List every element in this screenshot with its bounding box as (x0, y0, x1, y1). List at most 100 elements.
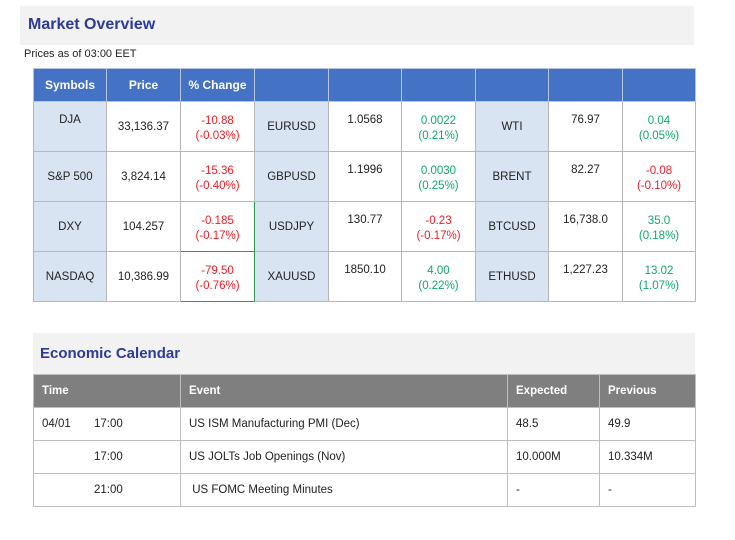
event-cell: US FOMC Meeting Minutes (180, 473, 508, 507)
col-change: % Change (180, 68, 255, 102)
change-value: -15.36 (201, 165, 234, 177)
price-cell: 82.27 (548, 151, 623, 202)
market-overview-title: Market Overview (28, 16, 156, 33)
col-price: Price (106, 68, 181, 102)
symbol-cell: EURUSD (254, 101, 329, 152)
previous-cell: 10.334M (599, 440, 696, 474)
col-empty (475, 68, 549, 102)
change-percent: (1.07%) (638, 280, 680, 292)
market-row: NASDAQ 10,386.99 -79.50 (-0.76%) XAUUSD … (33, 251, 696, 302)
change-value: 0.0030 (420, 165, 457, 177)
change-cell: 13.02 (1.07%) (622, 251, 696, 302)
price-cell: 76.97 (548, 101, 623, 152)
change-value: -0.185 (201, 215, 234, 227)
change-percent: (-0.03%) (195, 130, 240, 142)
calendar-row: 17:00 US JOLTs Job Openings (Nov) 10.000… (33, 440, 696, 474)
change-cell: -10.88 (-0.03%) (180, 101, 255, 152)
change-value: 4.00 (427, 265, 450, 277)
change-cell: -0.23 (-0.17%) (401, 201, 476, 252)
calendar-table-header: Time Event Expected Previous (33, 374, 696, 408)
symbol-cell: DJA (33, 101, 107, 152)
change-cell: 0.0030 (0.25%) (401, 151, 476, 202)
price-cell: 1850.10 (328, 251, 402, 302)
col-time: Time (33, 374, 181, 408)
col-empty (548, 68, 623, 102)
calendar-table: Time Event Expected Previous 04/01 17:00 … (33, 374, 696, 507)
expected-cell: - (507, 473, 600, 507)
change-value: 35.0 (647, 215, 671, 227)
price-cell: 130.77 (328, 201, 402, 252)
col-empty (622, 68, 696, 102)
market-overview-header: Market Overview (20, 6, 694, 45)
price-cell: 104.257 (106, 201, 181, 252)
change-percent: (0.22%) (418, 280, 459, 292)
symbol-cell: NASDAQ (33, 251, 107, 302)
symbol-cell: ETHUSD (475, 251, 549, 302)
symbol-cell: S&P 500 (33, 151, 107, 202)
change-cell: -15.36 (-0.40%) (180, 151, 255, 202)
change-value: -0.08 (645, 165, 673, 177)
col-symbols: Symbols (33, 68, 107, 102)
symbol-cell: XAUUSD (254, 251, 329, 302)
event-cell: US ISM Manufacturing PMI (Dec) (180, 407, 508, 441)
prices-as-of: Prices as of 03:00 EET (24, 48, 137, 60)
symbol-cell: GBPUSD (254, 151, 329, 202)
change-cell: 0.0022 (0.21%) (401, 101, 476, 152)
change-cell: 35.0 (0.18%) (622, 201, 696, 252)
change-cell: 0.04 (0.05%) (622, 101, 696, 152)
change-cell: -0.185 (-0.17%) (180, 201, 255, 252)
event-date: 04/01 (42, 418, 71, 430)
event-time: 21:00 (94, 484, 123, 496)
change-percent: (0.25%) (418, 180, 459, 192)
change-percent: (-0.10%) (636, 180, 682, 192)
change-cell: -0.08 (-0.10%) (622, 151, 696, 202)
previous-cell: 49.9 (599, 407, 696, 441)
price-cell: 1.0568 (328, 101, 402, 152)
price-cell: 10,386.99 (106, 251, 181, 302)
col-empty (328, 68, 402, 102)
change-value: -10.88 (201, 115, 234, 127)
symbol-cell: BTCUSD (475, 201, 549, 252)
change-value: 13.02 (644, 265, 674, 277)
economic-calendar-header: Economic Calendar (33, 333, 695, 374)
change-percent: (-0.76%) (195, 280, 240, 292)
calendar-row: 04/01 17:00 US ISM Manufacturing PMI (Dec… (33, 407, 696, 441)
price-cell: 1.1996 (328, 151, 402, 202)
col-event: Event (180, 374, 508, 408)
change-percent: (0.21%) (418, 130, 459, 142)
col-empty (401, 68, 476, 102)
event-time: 17:00 (94, 451, 123, 463)
calendar-row: 21:00 US FOMC Meeting Minutes - - (33, 473, 696, 507)
market-table: Symbols Price % Change DJA 33,136.37 -10… (33, 68, 696, 302)
change-value: -79.50 (201, 265, 234, 277)
change-percent: (0.05%) (638, 130, 680, 142)
price-cell: 3,824.14 (106, 151, 181, 202)
market-row: S&P 500 3,824.14 -15.36 (-0.40%) GBPUSD … (33, 151, 696, 202)
change-value: 0.04 (647, 115, 671, 127)
symbol-cell: WTI (475, 101, 549, 152)
col-expected: Expected (507, 374, 600, 408)
change-cell: -79.50 (-0.76%) (180, 251, 255, 302)
economic-calendar-title: Economic Calendar (40, 345, 181, 362)
change-percent: (-0.40%) (195, 180, 240, 192)
previous-cell: - (599, 473, 696, 507)
event-time: 17:00 (94, 418, 123, 430)
time-cell: 21:00 (33, 473, 181, 507)
change-value: 0.0022 (420, 115, 457, 127)
col-previous: Previous (599, 374, 696, 408)
change-percent: (-0.17%) (195, 230, 240, 242)
time-cell: 17:00 (33, 440, 181, 474)
market-table-header: Symbols Price % Change (33, 68, 696, 102)
change-value: -0.23 (425, 215, 452, 227)
event-cell: US JOLTs Job Openings (Nov) (180, 440, 508, 474)
price-cell: 1,227.23 (548, 251, 623, 302)
symbol-cell: DXY (33, 201, 107, 252)
price-cell: 33,136.37 (106, 101, 181, 152)
col-empty (254, 68, 329, 102)
change-percent: (-0.17%) (416, 230, 461, 242)
market-row: DXY 104.257 -0.185 (-0.17%) USDJPY 130.7… (33, 201, 696, 252)
price-cell: 16,738.0 (548, 201, 623, 252)
expected-cell: 48.5 (507, 407, 600, 441)
symbol-cell: USDJPY (254, 201, 329, 252)
symbol-cell: BRENT (475, 151, 549, 202)
